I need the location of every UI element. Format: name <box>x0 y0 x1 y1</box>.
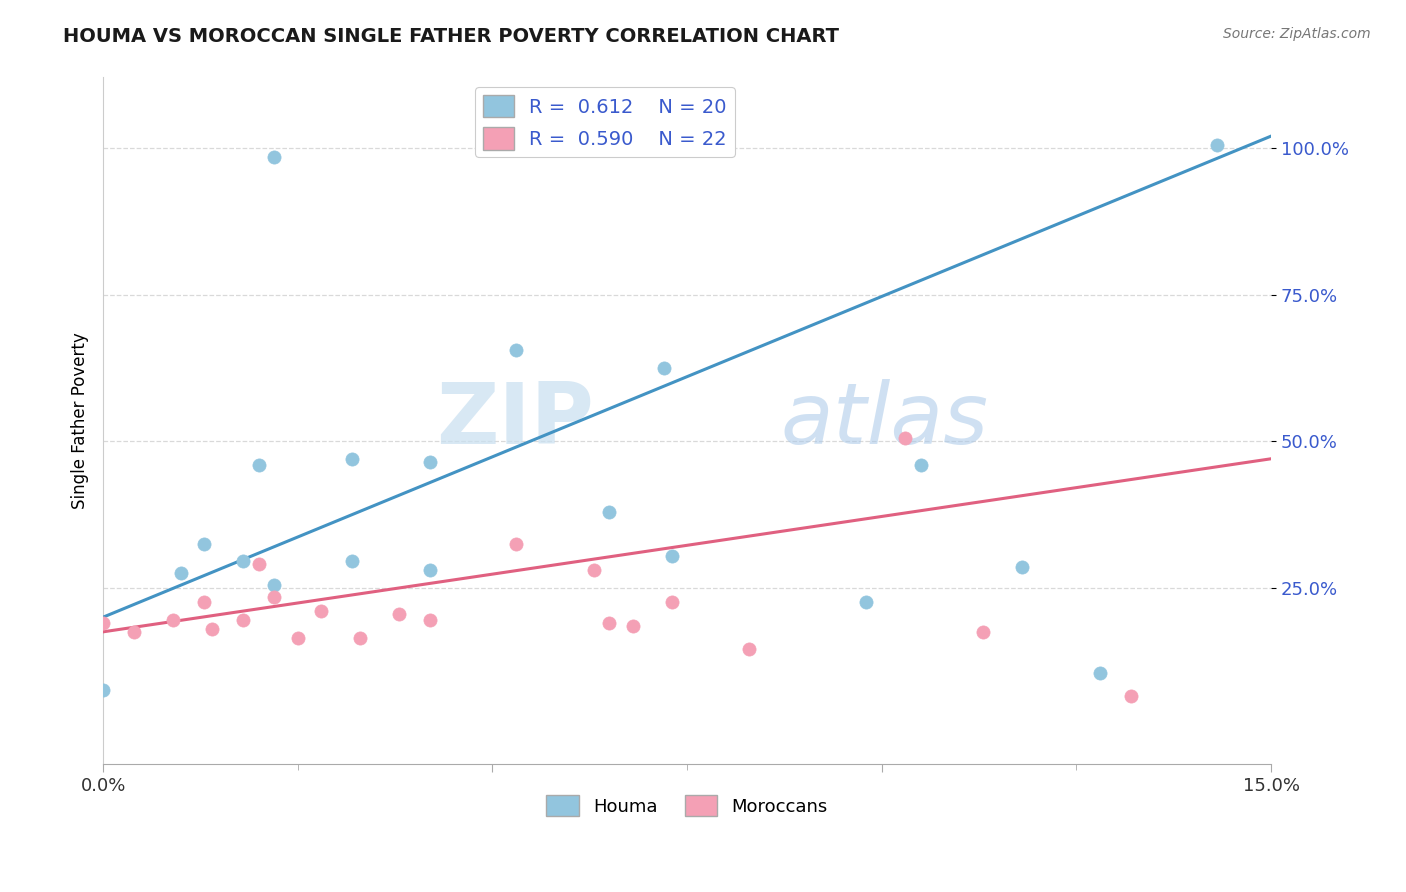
Point <box>894 431 917 445</box>
Legend: Houma, Moroccans: Houma, Moroccans <box>538 789 835 823</box>
Point <box>193 537 215 551</box>
Point <box>1205 137 1227 152</box>
Point <box>388 607 411 622</box>
Point <box>582 563 605 577</box>
Point <box>201 622 224 636</box>
Point <box>193 595 215 609</box>
Point <box>855 595 877 609</box>
Point <box>910 458 932 472</box>
Point <box>1119 690 1142 704</box>
Point <box>661 549 683 563</box>
Point <box>419 455 441 469</box>
Point <box>1011 560 1033 574</box>
Point <box>661 595 683 609</box>
Point <box>170 566 193 581</box>
Point <box>342 554 364 568</box>
Point <box>162 613 184 627</box>
Point <box>309 604 332 618</box>
Point <box>505 343 527 358</box>
Point <box>91 683 114 698</box>
Text: atlas: atlas <box>780 379 988 462</box>
Point <box>342 451 364 466</box>
Point <box>124 624 146 639</box>
Point <box>621 619 644 633</box>
Point <box>247 558 270 572</box>
Point <box>598 505 620 519</box>
Point <box>91 615 114 630</box>
Point <box>349 631 371 645</box>
Point <box>652 360 675 375</box>
Point <box>263 150 285 164</box>
Text: HOUMA VS MOROCCAN SINGLE FATHER POVERTY CORRELATION CHART: HOUMA VS MOROCCAN SINGLE FATHER POVERTY … <box>63 27 839 45</box>
Point <box>287 631 309 645</box>
Point <box>598 615 620 630</box>
Text: Source: ZipAtlas.com: Source: ZipAtlas.com <box>1223 27 1371 41</box>
Point <box>738 642 761 657</box>
Point <box>263 590 285 604</box>
Text: ZIP: ZIP <box>436 379 593 462</box>
Point <box>419 563 441 577</box>
Point <box>232 554 254 568</box>
Point <box>505 537 527 551</box>
Y-axis label: Single Father Poverty: Single Father Poverty <box>72 332 89 509</box>
Point <box>263 578 285 592</box>
Point <box>232 613 254 627</box>
Point <box>1088 665 1111 680</box>
Point <box>247 458 270 472</box>
Point <box>419 613 441 627</box>
Point <box>972 624 994 639</box>
